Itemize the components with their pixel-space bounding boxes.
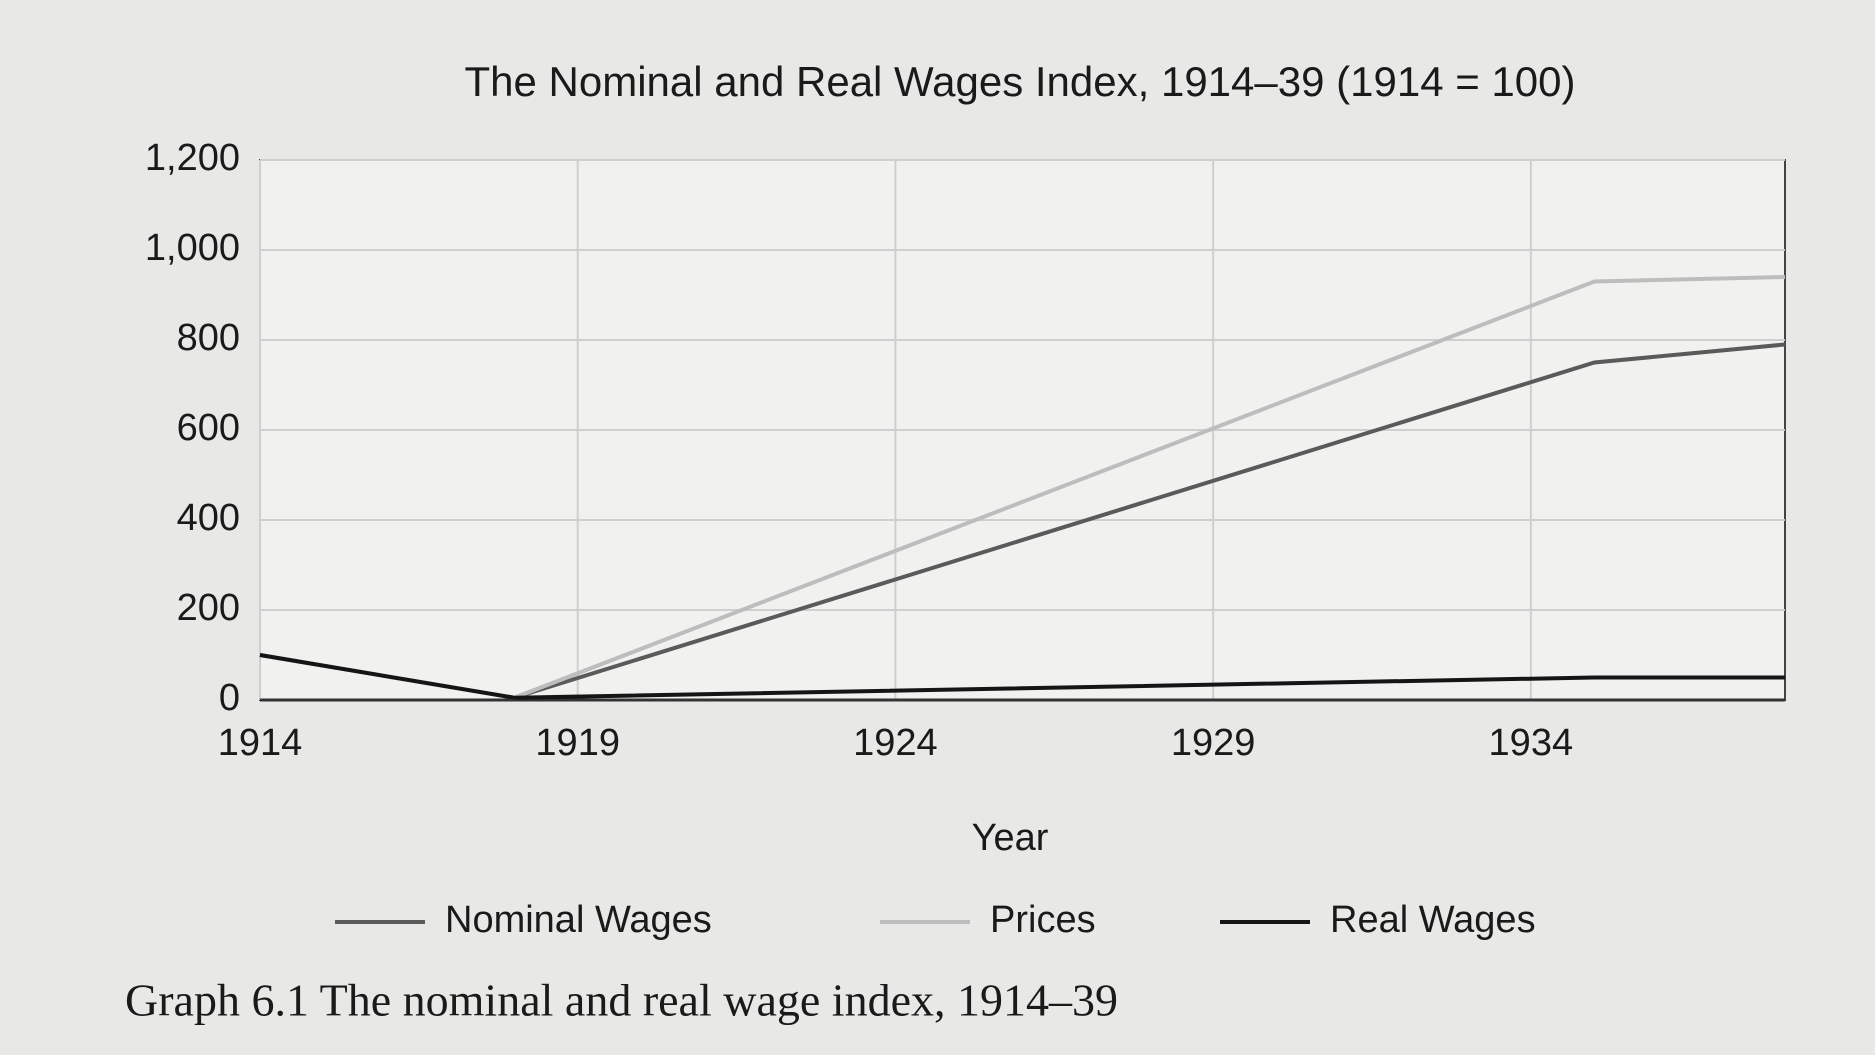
x-axis-label: Year <box>972 817 1049 859</box>
legend-label: Nominal Wages <box>445 899 712 941</box>
y-tick-label: 1,000 <box>145 227 240 269</box>
y-tick-label: 800 <box>177 317 240 359</box>
y-tick-label: 600 <box>177 407 240 449</box>
chart-title: The Nominal and Real Wages Index, 1914–3… <box>465 58 1576 105</box>
y-tick-label: 400 <box>177 497 240 539</box>
x-tick-label: 1924 <box>853 722 938 764</box>
legend-label: Real Wages <box>1330 899 1536 941</box>
line-series <box>259 653 1785 700</box>
legend-label: Prices <box>990 899 1096 941</box>
caption: Graph 6.1 The nominal and real wage inde… <box>125 975 1118 1026</box>
x-tick-label: 1929 <box>1171 722 1256 764</box>
x-tick-label: 1934 <box>1489 722 1574 764</box>
x-tick-label: 1919 <box>535 722 620 764</box>
y-tick-label: 0 <box>219 677 240 719</box>
y-tick-label: 200 <box>177 587 240 629</box>
y-tick-label: 1,200 <box>145 137 240 179</box>
x-tick-label: 1914 <box>218 722 303 764</box>
